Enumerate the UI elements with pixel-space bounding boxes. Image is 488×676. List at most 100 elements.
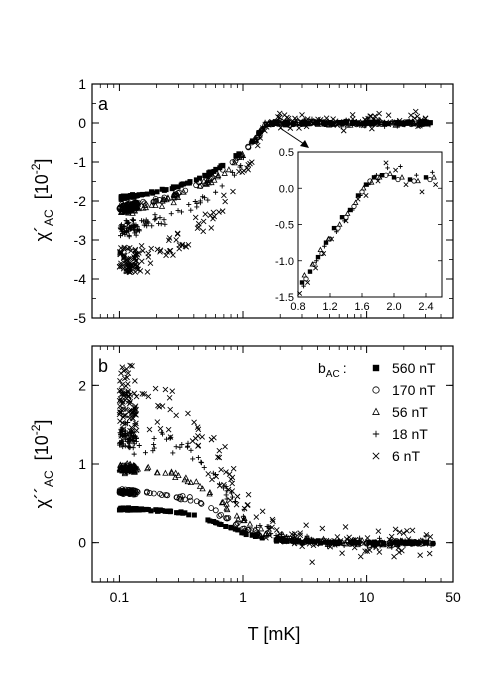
panel-b-data-point — [323, 537, 330, 544]
panel-b-data-point — [120, 406, 127, 412]
panel-a-data-point — [159, 186, 165, 192]
panel-a-data-point — [195, 224, 202, 230]
panel-a-data-point — [334, 122, 341, 129]
legend-title-main: b — [318, 360, 326, 376]
panel-a-data-point — [149, 223, 155, 229]
panel-a-ylabel-main: χ´ — [32, 226, 52, 241]
panel-a-data-point — [411, 115, 418, 122]
panel-b-data-point — [321, 537, 327, 544]
panel-b-data-point — [190, 456, 196, 462]
panel-b-data-point — [257, 525, 265, 532]
panel-b-data-point — [121, 375, 128, 382]
panel-a-data-point — [238, 163, 244, 169]
panel-a-data-point — [171, 184, 177, 190]
panel-b-data-point — [292, 534, 299, 540]
panel-a-data-point — [314, 120, 320, 126]
panel-b-data-point — [313, 541, 320, 547]
panel-b-data-point — [125, 464, 132, 471]
panel-b-data-point — [131, 451, 137, 457]
panel-b-data-point — [291, 540, 298, 547]
panel-a-data-point — [130, 203, 137, 210]
panel-b-data-point — [162, 386, 169, 393]
inset-data-point — [355, 193, 361, 198]
panel-b-data-point — [257, 523, 263, 529]
panel-a-data-point — [249, 138, 255, 144]
panel-b-data-point — [304, 533, 310, 539]
panel-b-data-point — [123, 383, 129, 389]
panel-a-data-point — [123, 201, 130, 208]
panel-b-data-point — [218, 522, 224, 528]
panel-a-data-point — [349, 112, 356, 118]
panel-a-data-point — [174, 230, 181, 237]
panel-a-data-point — [375, 121, 381, 127]
panel-b-data-point — [125, 392, 132, 399]
panel-b-data-point — [235, 527, 241, 533]
panel-a-data-point — [321, 119, 328, 126]
panel-a-data-point — [133, 193, 139, 199]
panel-b-data-point — [119, 364, 126, 370]
panel-a-data-point — [186, 202, 192, 208]
panel-b-data-point — [134, 465, 142, 472]
panel-a-data-point — [148, 245, 155, 252]
panel-a-data-point — [219, 166, 226, 173]
panel-a-data-point — [126, 268, 132, 274]
panel-b-data-point — [179, 442, 185, 448]
inset-data-point — [371, 175, 377, 180]
panel-b-data-point — [276, 535, 283, 542]
panel-a-data-point — [192, 214, 199, 221]
inset-x-tick-label: 0.8 — [290, 301, 305, 313]
panel-b-data-point — [189, 438, 196, 444]
panel-b-data-point — [270, 518, 276, 525]
panel-b-data-point — [127, 427, 133, 434]
panel-a-data-point — [211, 176, 218, 183]
panel-b-ylabel-exp: -2 — [29, 424, 43, 435]
panel-b-data-point — [223, 500, 230, 507]
panel-b-data-point — [206, 490, 213, 497]
inset-data-point — [423, 175, 429, 180]
panel-a-data-point — [127, 255, 134, 262]
panel-b-data-point — [138, 506, 144, 512]
legend-label: 6 nT — [392, 448, 420, 464]
inset-data-point — [387, 170, 393, 176]
panel-b-data-point — [430, 540, 436, 547]
panel-b-data-point — [151, 441, 157, 447]
panel-a-data-point — [299, 112, 305, 118]
panel-b-data-point — [400, 530, 407, 537]
panel-b-data-point — [126, 445, 132, 451]
inset-data-point — [427, 176, 433, 183]
inset-data-point — [433, 182, 439, 188]
inset-data-point — [315, 254, 321, 260]
panel-a-data-point — [306, 119, 312, 126]
inset-data-point — [329, 236, 335, 242]
panel-b-data-point — [354, 541, 361, 548]
panel-b-data-point — [181, 496, 188, 503]
panel-b-data-point — [125, 439, 131, 445]
panel-b-data-point — [352, 536, 359, 543]
panel-b-data-point — [376, 549, 383, 555]
panel-b-data-point — [186, 512, 192, 518]
panel-a-data-point — [214, 173, 221, 180]
panel-b-data-point — [198, 459, 204, 465]
panel-b-data-point — [133, 433, 139, 439]
panel-a-data-point — [310, 120, 317, 126]
panel-b-data-point — [252, 528, 259, 534]
panel-b-ylabel-main: χ´´ — [32, 487, 52, 508]
panel-b-data-point — [309, 559, 315, 565]
panel-b-data-point — [364, 548, 371, 555]
panel-b-data-point — [390, 540, 396, 546]
panel-a-data-point — [147, 260, 154, 267]
panel-b-data-point — [213, 473, 220, 480]
panel-b-data-point — [125, 506, 131, 512]
panel-a-data-point — [418, 117, 425, 123]
panel-a-data-point — [173, 237, 180, 243]
panel-a-data-point — [157, 215, 163, 221]
panel-a-data-point — [175, 184, 181, 190]
inset-data-point — [331, 225, 337, 231]
panel-a-data-point — [122, 195, 128, 201]
panel-a-data-point — [138, 258, 145, 265]
inset-data-point — [363, 182, 369, 187]
panel-b-data-point — [297, 530, 304, 536]
panel-a-data-point — [134, 200, 142, 207]
panel-b-data-point — [303, 522, 309, 529]
